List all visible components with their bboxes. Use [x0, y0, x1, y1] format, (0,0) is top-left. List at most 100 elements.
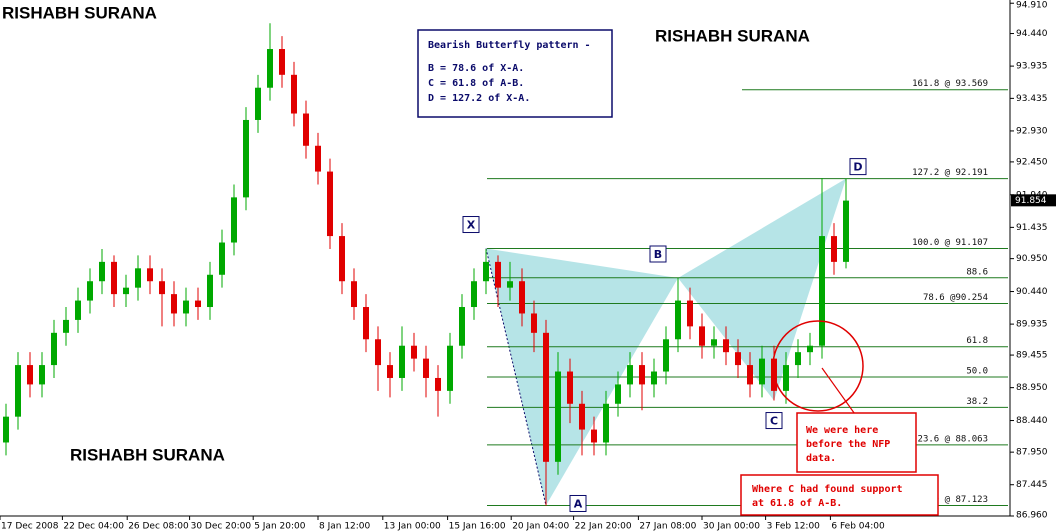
candle-body: [627, 365, 633, 385]
point-label: D: [853, 161, 862, 174]
candle-body: [591, 429, 597, 443]
x-tick-label: 26 Dec 08:00: [128, 522, 189, 532]
note-box: [417, 29, 613, 118]
candle-body: [423, 358, 429, 378]
y-tick-label: 89.935: [1016, 320, 1048, 330]
y-tick-label: 93.935: [1016, 62, 1048, 72]
candle-body: [531, 313, 537, 333]
note-text: B = 78.6 of X-A.: [428, 63, 524, 74]
candle-body: [471, 281, 477, 308]
y-tick-label: 90.440: [1016, 287, 1048, 297]
x-tick-label: 30 Jan 00:00: [703, 522, 760, 532]
candle-body: [495, 261, 501, 288]
note-text: before the NFP: [806, 439, 890, 450]
candle-body: [435, 377, 441, 391]
note-text: D = 127.2 of X-A.: [428, 93, 530, 104]
point-label-box: [569, 494, 587, 512]
last-price-box: [1011, 194, 1056, 207]
candle-body: [603, 403, 609, 443]
candle-body: [735, 352, 741, 366]
watermark-bg: [0, 2, 172, 26]
point-label: C: [770, 415, 778, 428]
candle-body: [111, 261, 117, 295]
x-tick-label: 3 Feb 12:00: [767, 522, 821, 532]
point-label: X: [467, 219, 476, 232]
candle-body: [459, 307, 465, 346]
candle-body: [75, 300, 81, 320]
fib-label: 0.0 @ 87.123: [923, 495, 988, 505]
candle-body: [387, 365, 393, 378]
y-tick-label: 91.435: [1016, 223, 1048, 233]
point-label-box: [765, 412, 783, 430]
candle-body: [819, 236, 825, 346]
x-tick-label: 6 Feb 04:00: [831, 522, 885, 532]
candle-body: [87, 281, 93, 301]
point-label-box: [462, 216, 480, 234]
candle-body: [663, 339, 669, 372]
candle-body: [375, 339, 381, 366]
candle-body: [291, 74, 297, 114]
x-tick-label: 8 Jan 12:00: [319, 522, 371, 532]
pattern-area: [678, 178, 846, 401]
y-tick-label: 90.950: [1016, 254, 1048, 264]
candle-body: [567, 371, 573, 404]
candle-body: [15, 365, 21, 417]
candle-body: [267, 49, 273, 88]
fib-label: 38.2: [966, 397, 988, 407]
y-tick-label: 87.950: [1016, 448, 1048, 458]
y-tick-label: 87.445: [1016, 480, 1048, 490]
x-tick-label: 22 Dec 04:00: [63, 522, 124, 532]
fib-label: 78.6 @90.254: [923, 293, 988, 303]
candle-body: [411, 345, 417, 359]
note-text: Where C had found support: [752, 484, 903, 495]
highlight-circle: [772, 320, 864, 412]
candle-body: [255, 87, 261, 120]
point-label-box: [649, 245, 667, 263]
candle-body: [507, 281, 513, 288]
x-tick-label: 13 Jan 00:00: [384, 522, 441, 532]
y-tick-label: 92.450: [1016, 157, 1048, 167]
note-text: Bearish Butterfly pattern -: [428, 39, 591, 51]
candle-body: [231, 197, 237, 243]
candle-body: [759, 358, 765, 385]
candle-body: [99, 261, 105, 282]
candle-body: [615, 384, 621, 404]
fib-label: 50.0: [966, 367, 988, 377]
candle-body: [327, 171, 333, 237]
candle-body: [579, 403, 585, 430]
fib-label: 61.8: [966, 336, 988, 346]
candle-body: [639, 365, 645, 385]
candle-body: [159, 281, 165, 295]
candle-body: [363, 307, 369, 340]
watermark: RISHABH SURANA: [2, 3, 157, 22]
x-tick-label: 22 Jan 20:00: [575, 522, 632, 532]
fib-label: 88.6: [966, 267, 988, 277]
candle-body: [843, 200, 849, 262]
candle-body: [183, 300, 189, 314]
candle-body: [783, 365, 789, 391]
candle-body: [315, 145, 321, 172]
candle-body: [543, 332, 549, 462]
watermark: RISHABH SURANA: [70, 445, 225, 464]
candle-body: [675, 300, 681, 340]
note-text: C = 61.8 of A-B.: [428, 78, 524, 89]
candle-body: [795, 352, 801, 366]
candle-body: [171, 294, 177, 314]
candle-body: [3, 416, 9, 443]
y-tick-label: 94.910: [1016, 1, 1048, 11]
candle-body: [807, 345, 813, 353]
candle-body: [195, 300, 201, 308]
point-label: B: [654, 248, 662, 261]
candle-body: [243, 119, 249, 198]
y-tick-label: 94.440: [1016, 29, 1048, 39]
candle-body: [279, 49, 285, 75]
y-tick-label: 86.960: [1016, 511, 1048, 521]
candle-body: [27, 365, 33, 385]
y-tick-label: 88.950: [1016, 383, 1048, 393]
candle-body: [135, 268, 141, 288]
y-tick-label: 89.455: [1016, 351, 1048, 361]
candle-body: [63, 319, 69, 333]
candle-body: [711, 339, 717, 346]
note-text: at 61.8 of A-B.: [752, 498, 842, 509]
x-tick-label: 20 Jan 04:00: [512, 522, 569, 532]
